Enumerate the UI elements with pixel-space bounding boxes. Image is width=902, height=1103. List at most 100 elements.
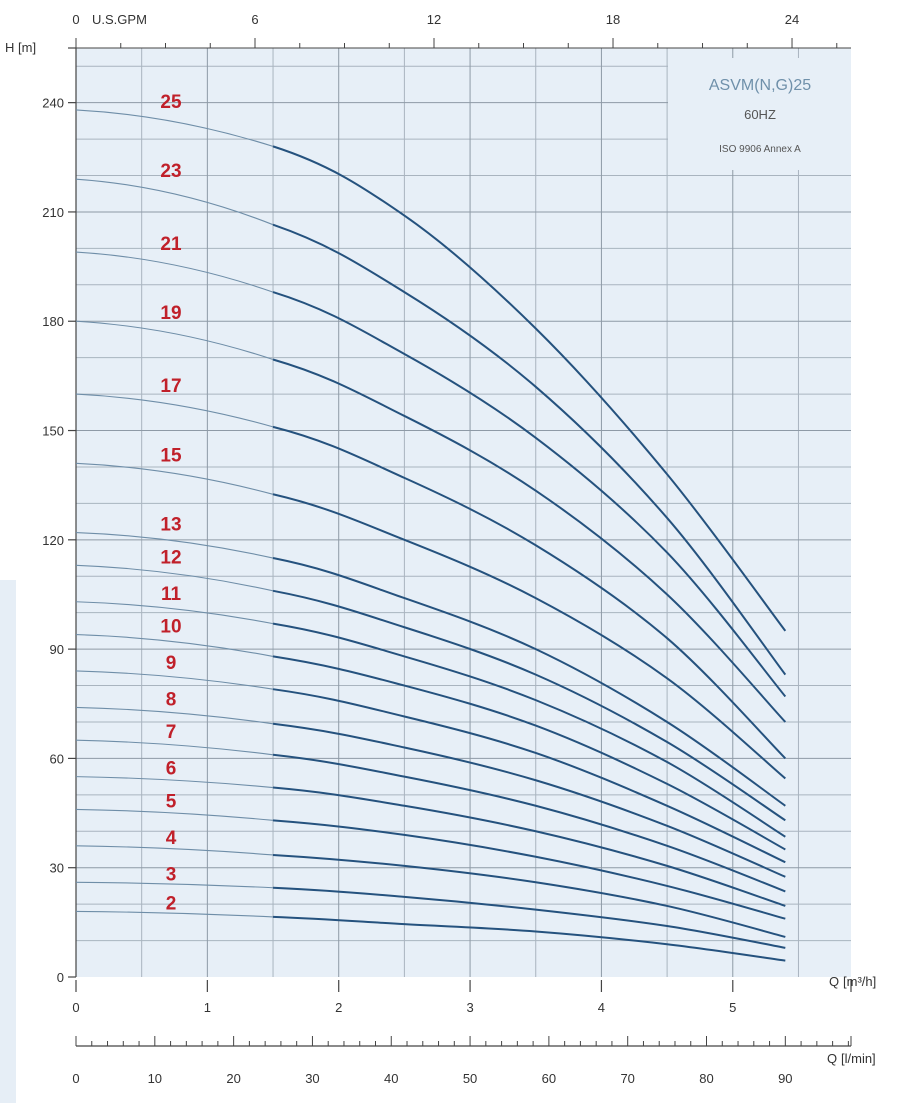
curve-6-low-flow	[75, 776, 274, 789]
bottom-tick-label: 40	[384, 1071, 398, 1086]
bottom-tick-label: 70	[620, 1071, 634, 1086]
stage-label-9: 9	[166, 653, 177, 674]
curve-11-low-flow	[75, 601, 274, 625]
bottom-tick-label: 30	[305, 1071, 319, 1086]
curve-13	[272, 557, 786, 807]
curve-5-low-flow	[75, 808, 274, 821]
stage-label-13: 13	[160, 515, 181, 536]
y-tick-label: 240	[42, 96, 64, 111]
bottom-tick-label: 0	[72, 1071, 79, 1086]
y-tick-label: 120	[42, 533, 64, 548]
x-tick-label: 4	[598, 1000, 605, 1015]
curve-19-low-flow	[75, 320, 274, 361]
curve-25-low-flow	[75, 109, 274, 147]
curve-15-low-flow	[75, 462, 274, 495]
bottom-axis-unit: [l/min]	[841, 1051, 876, 1066]
curve-17-low-flow	[75, 393, 274, 428]
bottom-tick-label: 80	[699, 1071, 713, 1086]
bottom-axis-label: Q	[827, 1051, 837, 1066]
stage-label-2: 2	[166, 893, 177, 914]
top-tick-label: 12	[427, 12, 441, 27]
curve-5	[272, 819, 786, 920]
minor-grid	[76, 48, 851, 977]
curves	[75, 109, 787, 962]
curve-7	[272, 753, 786, 893]
legend-box	[668, 58, 851, 170]
top-tick-label: 18	[606, 12, 620, 27]
curve-3-low-flow	[75, 881, 274, 889]
bottom-tick-label: 10	[148, 1071, 162, 1086]
y-axis-unit: [m]	[18, 40, 36, 55]
y-axis-label: H	[5, 40, 14, 55]
x-tick-label: 2	[335, 1000, 342, 1015]
curve-9-low-flow	[75, 670, 274, 690]
top-axis-label: U.S.GPM	[92, 12, 147, 27]
stage-label-5: 5	[166, 791, 177, 812]
stage-label-4: 4	[166, 828, 177, 849]
stage-label-21: 21	[160, 234, 182, 255]
plot-area	[76, 48, 851, 977]
curve-21-low-flow	[75, 251, 274, 293]
curve-12	[272, 589, 786, 822]
x-tick-label: 5	[729, 1000, 736, 1015]
bottom-tick-label: 20	[226, 1071, 240, 1086]
curve-11	[272, 622, 786, 838]
stage-label-7: 7	[166, 722, 177, 743]
bottom-tick-label: 60	[542, 1071, 556, 1086]
curve-9	[272, 688, 786, 864]
y-tick-label: 0	[57, 970, 64, 985]
y-tick-label: 180	[42, 314, 64, 329]
stage-label-8: 8	[166, 689, 177, 710]
y-tick-label: 30	[50, 861, 64, 876]
curve-8	[272, 722, 786, 878]
curve-10	[272, 655, 786, 851]
x-tick-label: 3	[466, 1000, 473, 1015]
curve-23	[272, 223, 787, 676]
top-axis-zero-label: 0	[72, 12, 79, 27]
curve-8-low-flow	[75, 706, 274, 725]
legend-frequency: 60HZ	[744, 107, 776, 122]
x-axis-label: Q	[829, 974, 839, 989]
y-tick-label: 150	[42, 424, 64, 439]
stage-label-23: 23	[160, 161, 181, 182]
stage-label-15: 15	[160, 445, 182, 466]
top-tick-label: 6	[251, 12, 258, 27]
y-tick-label: 60	[50, 751, 64, 766]
stage-label-17: 17	[160, 376, 181, 397]
x-tick-label: 1	[204, 1000, 211, 1015]
stage-label-25: 25	[160, 92, 182, 113]
x-tick-label: 0	[72, 1000, 79, 1015]
x-axis-unit: [m³/h]	[843, 974, 876, 989]
stage-label-3: 3	[166, 864, 177, 885]
curve-15	[272, 493, 786, 780]
curve-4-low-flow	[75, 845, 274, 856]
curve-21	[272, 291, 787, 698]
curve-12-low-flow	[75, 564, 274, 592]
top-tick-label: 24	[785, 12, 799, 27]
legend-model: ASVM(N,G)25	[709, 77, 811, 94]
bottom-tick-label: 90	[778, 1071, 792, 1086]
left-margin-strip	[0, 580, 16, 1103]
y-tick-label: 210	[42, 205, 64, 220]
curve-6	[272, 786, 786, 907]
bottom-tick-label: 50	[463, 1071, 477, 1086]
curve-4	[272, 853, 786, 938]
curve-7-low-flow	[75, 739, 274, 756]
y-tick-label: 90	[50, 642, 64, 657]
curve-10-low-flow	[75, 633, 274, 657]
stage-label-11: 11	[161, 584, 182, 605]
stage-label-10: 10	[160, 617, 181, 638]
stage-label-12: 12	[160, 547, 181, 568]
curve-2	[272, 915, 786, 962]
legend-standard: ISO 9906 Annex A	[719, 144, 801, 155]
curve-13-low-flow	[75, 531, 274, 559]
curve-23-low-flow	[75, 178, 274, 226]
curve-3	[272, 886, 786, 949]
stage-label-6: 6	[166, 759, 177, 780]
curve-25	[272, 145, 787, 632]
curve-2-low-flow	[75, 910, 274, 918]
curve-17	[272, 425, 787, 760]
